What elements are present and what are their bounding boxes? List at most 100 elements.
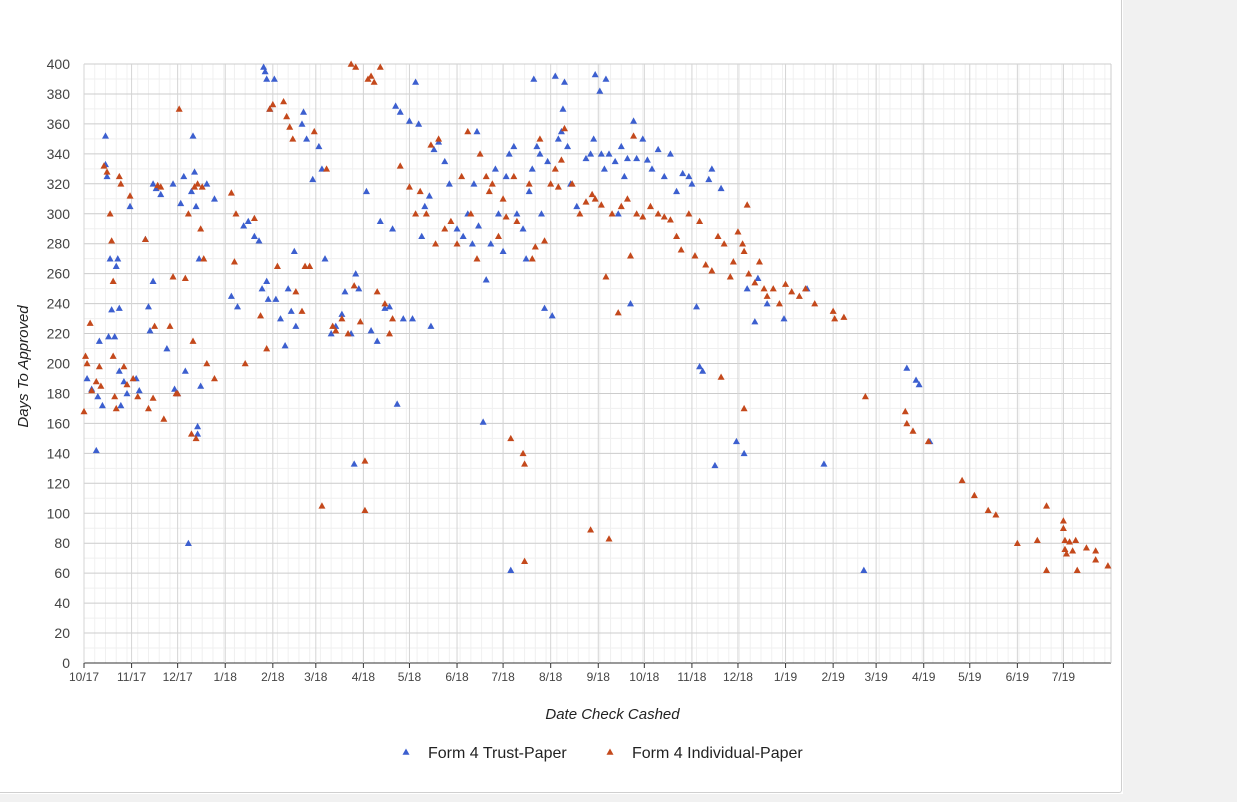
legend-item-trust[interactable]: Form 4 Trust-Paper xyxy=(402,745,568,762)
data-point xyxy=(306,262,314,269)
y-tick-label: 260 xyxy=(47,266,71,282)
data-point xyxy=(708,165,716,172)
data-point xyxy=(502,213,510,220)
data-point xyxy=(381,300,389,307)
x-tick-label: 11/18 xyxy=(677,670,706,684)
x-tick-label: 3/19 xyxy=(864,670,888,684)
data-point xyxy=(83,374,91,382)
data-point xyxy=(912,376,920,383)
data-point xyxy=(468,240,476,247)
data-point xyxy=(557,156,565,163)
data-point xyxy=(485,187,493,195)
data-point xyxy=(494,210,502,217)
data-point xyxy=(189,337,197,344)
data-point xyxy=(175,105,183,112)
data-point xyxy=(427,141,435,148)
data-point xyxy=(510,142,518,150)
legend-item-individual[interactable]: Form 4 Individual-Paper xyxy=(606,745,804,762)
data-point xyxy=(350,460,358,467)
x-tick-label: 10/18 xyxy=(629,670,659,684)
x-tick-label: 1/18 xyxy=(214,670,238,684)
y-tick-label: 20 xyxy=(54,625,70,641)
data-points xyxy=(80,60,1112,573)
data-point xyxy=(115,172,123,180)
data-point xyxy=(666,216,674,223)
data-point xyxy=(530,75,538,82)
data-point xyxy=(352,63,360,70)
x-tick-label: 7/19 xyxy=(1052,670,1076,684)
data-point xyxy=(554,183,562,190)
data-point xyxy=(232,210,240,217)
data-point xyxy=(92,377,100,385)
data-point xyxy=(194,422,202,430)
x-tick-label: 6/19 xyxy=(1006,670,1030,684)
data-point xyxy=(479,418,487,425)
data-point xyxy=(355,285,363,292)
data-point xyxy=(347,60,355,67)
data-point xyxy=(470,180,478,187)
data-point xyxy=(699,367,707,374)
data-point xyxy=(587,526,595,533)
data-point xyxy=(115,367,123,374)
data-point xyxy=(751,318,759,325)
data-point xyxy=(361,457,369,464)
data-point xyxy=(276,315,284,322)
data-point xyxy=(582,198,590,205)
data-point xyxy=(203,360,211,367)
data-point xyxy=(341,288,349,295)
data-point xyxy=(210,374,218,382)
data-point xyxy=(623,195,631,202)
data-point xyxy=(198,183,206,190)
data-point xyxy=(144,303,152,310)
data-point xyxy=(261,67,269,75)
data-point xyxy=(416,187,424,195)
data-point xyxy=(255,237,263,244)
data-point xyxy=(422,210,430,217)
data-point xyxy=(519,225,527,232)
data-point xyxy=(203,180,211,187)
series-individual xyxy=(80,60,1112,573)
data-point xyxy=(1104,562,1112,569)
data-point xyxy=(310,127,318,135)
legend-label-individual: Form 4 Individual-Paper xyxy=(632,745,803,762)
data-point xyxy=(611,157,619,165)
data-point xyxy=(491,165,499,172)
data-point xyxy=(554,135,562,142)
data-point xyxy=(82,352,90,359)
data-point xyxy=(763,300,771,307)
data-point xyxy=(230,258,238,265)
data-point xyxy=(795,292,803,299)
data-point xyxy=(389,315,397,322)
data-point xyxy=(376,63,384,70)
data-point xyxy=(241,360,249,367)
data-point xyxy=(126,202,134,210)
data-point xyxy=(234,303,242,310)
data-point xyxy=(739,240,747,247)
data-point xyxy=(627,252,635,259)
data-point xyxy=(412,78,420,85)
y-tick-label: 160 xyxy=(47,415,71,431)
data-point xyxy=(298,307,306,314)
data-point xyxy=(536,150,544,157)
data-point xyxy=(227,189,235,196)
y-tick-label: 200 xyxy=(47,356,71,372)
data-point xyxy=(820,460,828,467)
data-point xyxy=(292,322,300,329)
data-point xyxy=(751,279,759,286)
data-point xyxy=(370,78,378,85)
data-point xyxy=(123,389,131,397)
data-point xyxy=(602,75,610,82)
x-tick-label: 2/18 xyxy=(261,670,285,684)
data-point xyxy=(109,277,117,284)
data-point xyxy=(551,165,559,172)
x-tick-label: 7/18 xyxy=(491,670,515,684)
x-tick-label: 3/18 xyxy=(304,670,328,684)
data-point xyxy=(513,217,521,225)
legend[interactable]: Form 4 Trust-Paper Form 4 Individual-Pap… xyxy=(402,745,804,762)
data-point xyxy=(194,180,202,187)
data-point xyxy=(677,246,685,253)
data-point xyxy=(338,315,346,322)
data-point xyxy=(149,180,157,187)
data-point xyxy=(802,285,810,292)
y-tick-label: 100 xyxy=(47,505,71,521)
